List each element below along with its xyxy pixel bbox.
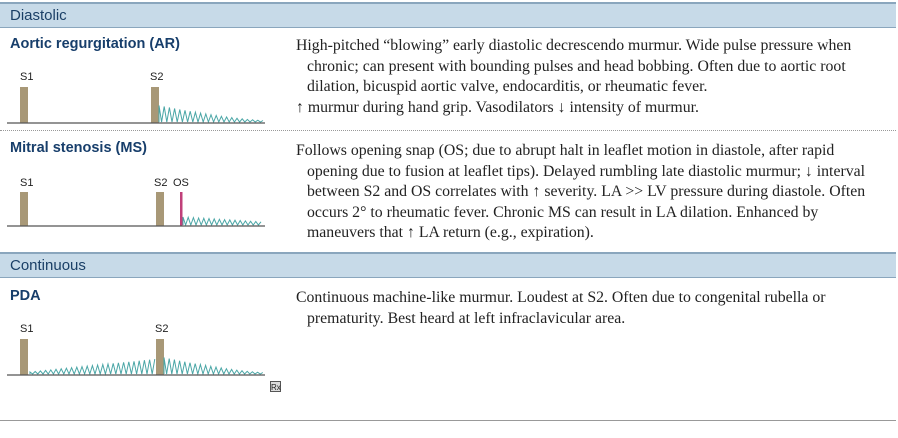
ms-title: Mitral stenosis (MS) — [10, 140, 147, 156]
s1-label: S1 — [20, 323, 33, 335]
ar-description-line: ↑ murmur during hand grip. Vasodilators … — [296, 98, 699, 116]
murmur-wave — [182, 215, 262, 227]
pda-title: PDA — [10, 288, 41, 304]
murmur-wave — [29, 357, 264, 376]
ar-title: Aortic regurgitation (AR) — [10, 36, 180, 52]
s1-sound-bar — [20, 192, 28, 226]
section-header-label: Continuous — [10, 257, 86, 274]
pda-murmur-diagram: S1 S2 — [7, 323, 265, 376]
section-header-diastolic: Diastolic — [0, 2, 896, 28]
s1-sound-bar — [20, 87, 28, 123]
pda-description-text: Continuous machine-like murmur. Loudest … — [296, 289, 826, 327]
ar-description: High-pitched “blowing” early diastolic d… — [296, 36, 886, 118]
s1-label: S1 — [20, 71, 33, 83]
s2-sound-bar — [156, 192, 164, 226]
bottom-rule — [0, 420, 896, 421]
os-label: OS — [173, 177, 189, 189]
s1-label: S1 — [20, 177, 33, 189]
ar-murmur-diagram: S1 S2 — [7, 71, 265, 124]
s2-sound-bar — [156, 339, 164, 375]
ms-description-text: Follows opening snap (OS; due to abrupt … — [296, 142, 866, 241]
section-header-label: Diastolic — [10, 7, 67, 24]
s1-sound-bar — [20, 339, 28, 375]
s2-label: S2 — [150, 71, 163, 83]
row-divider — [0, 130, 896, 131]
ms-murmur-diagram: S1 S2 OS — [7, 177, 265, 227]
rx-icon: Rx — [270, 381, 281, 392]
ms-description: Follows opening snap (OS; due to abrupt … — [296, 141, 886, 244]
pda-description: Continuous machine-like murmur. Loudest … — [296, 288, 886, 329]
ar-description-line: High-pitched “blowing” early diastolic d… — [296, 37, 852, 95]
section-header-continuous: Continuous — [0, 252, 896, 278]
s2-label: S2 — [155, 323, 168, 335]
murmur-wave — [158, 105, 264, 124]
s2-sound-bar — [151, 87, 159, 123]
opening-snap-bar — [180, 192, 183, 226]
s2-label: S2 — [154, 177, 167, 189]
